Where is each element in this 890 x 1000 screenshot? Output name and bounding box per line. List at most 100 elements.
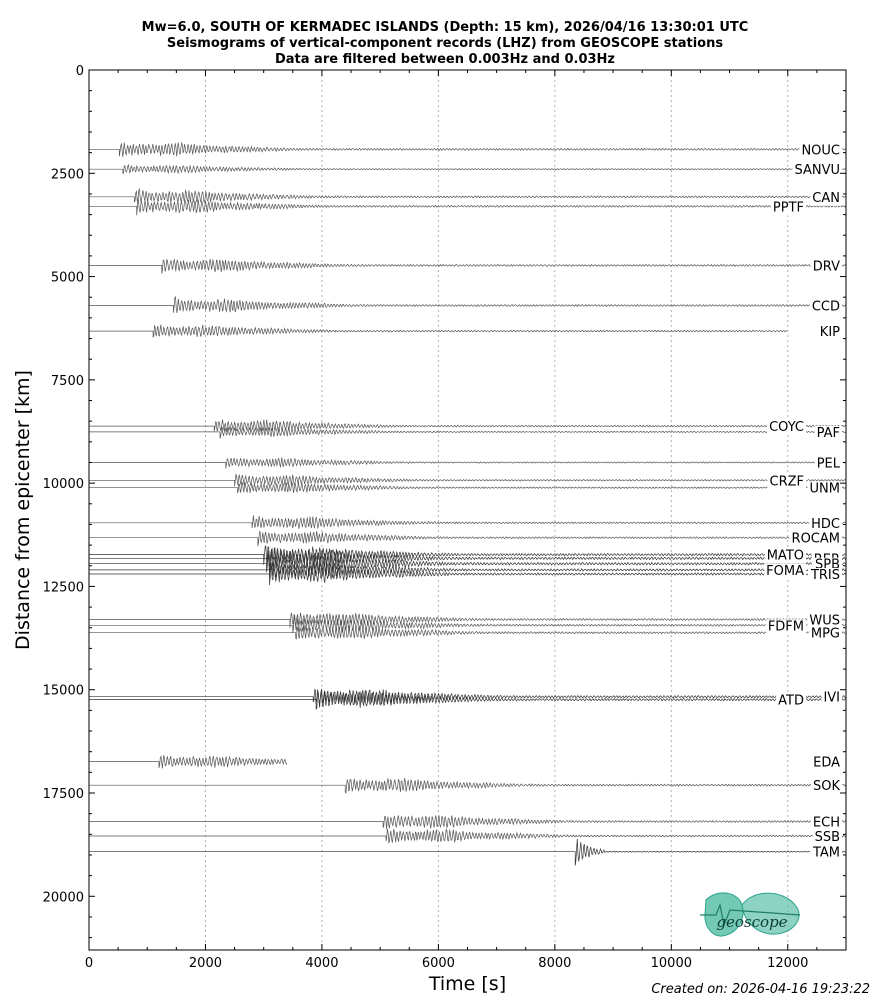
trace-can	[89, 188, 846, 204]
station-label-group: NOUC SANVU CAN PPTF DRV CCD KIP COYC PAF PEL CRZF U…	[764, 143, 843, 861]
station-label: PPTF	[773, 200, 804, 215]
trace-ccd	[89, 295, 846, 314]
station-label: KIP	[820, 325, 840, 340]
station-label-bg	[817, 325, 843, 341]
station-label-bg	[764, 548, 806, 564]
x-tick-label: 12000	[767, 956, 808, 971]
y-tick-label: 0	[76, 64, 84, 79]
station-label-bg	[807, 481, 842, 497]
station-label-bg	[814, 425, 842, 441]
station-label: CCD	[812, 299, 840, 314]
y-tick-label: 5000	[51, 271, 84, 286]
station-label: PAF	[817, 426, 840, 441]
logo-wave	[700, 902, 801, 928]
station-label-bg	[767, 474, 806, 490]
trace-fdfm	[89, 616, 847, 633]
trace-spb	[89, 553, 846, 573]
grid-lines	[204, 70, 789, 950]
trace-wus	[89, 612, 846, 628]
station-label: PEL	[817, 456, 841, 471]
logo-globe-right	[741, 892, 800, 935]
station-label-bg	[808, 626, 842, 642]
station-label: HDC	[811, 517, 840, 532]
station-label-bg	[809, 299, 842, 315]
station-label: DRV	[813, 259, 840, 274]
y-tick-label: 12500	[43, 580, 84, 595]
station-label-bg	[799, 143, 842, 159]
trace-coyc	[89, 419, 846, 433]
y-tick-label: 7500	[51, 374, 84, 389]
trace-pptf	[89, 197, 847, 216]
trace-kip	[89, 324, 788, 338]
y-tick-label: 15000	[43, 684, 84, 699]
station-label-bg	[789, 531, 842, 547]
trace-drv	[89, 258, 846, 274]
trace-ech	[89, 814, 847, 830]
station-label-bg	[776, 693, 806, 709]
geoscope-logo: geoscope	[700, 892, 801, 937]
station-label: UNM	[810, 482, 840, 497]
title-line-1: Mw=6.0, SOUTH OF KERMADEC ISLANDS (Depth…	[142, 20, 749, 35]
station-label-bg	[767, 420, 806, 436]
station-label-bg	[809, 516, 842, 532]
plot-frame	[88, 69, 847, 951]
y-tick-label: 20000	[43, 890, 84, 905]
station-label: SANVU	[794, 163, 840, 178]
station-label: CRZF	[770, 474, 805, 489]
y-axis-label: Distance from epicenter [km]	[12, 370, 34, 650]
station-label: NOUC	[801, 143, 840, 158]
axis-ticks: 0 2000 4000 6000 8000 10000 12000 0 2500 5000 7500…	[43, 64, 847, 971]
station-label: WUS	[809, 613, 840, 628]
station-label: FOMA	[766, 564, 804, 579]
trace-eda	[89, 755, 288, 769]
trace-nouc	[89, 141, 847, 157]
station-label: SSB	[815, 830, 840, 845]
station-label-bg	[810, 190, 842, 206]
trace-sok	[89, 777, 846, 794]
created-timestamp: Created on: 2026-04-16 19:23:22	[651, 982, 870, 997]
trace-atd	[89, 691, 846, 710]
logo-globe-left	[704, 892, 744, 937]
station-label-bg	[792, 163, 842, 179]
station-label: IVI	[823, 691, 840, 706]
y-tick-label: 2500	[51, 167, 84, 182]
station-label-bg	[764, 563, 807, 579]
x-axis-label: Time [s]	[428, 973, 506, 995]
y-tick-label: 17500	[43, 787, 84, 802]
trace-mato	[89, 544, 846, 565]
station-label: ATD	[778, 694, 804, 709]
station-label: ECH	[813, 816, 840, 831]
x-tick-label: 2000	[189, 956, 222, 971]
trace-unm	[89, 481, 847, 494]
station-label: FDFM	[768, 619, 804, 634]
x-tick-label: 8000	[538, 956, 571, 971]
trace-crzf	[89, 473, 846, 487]
trace-tris	[89, 563, 846, 586]
station-label-bg	[810, 259, 843, 275]
trace-group	[89, 141, 847, 866]
trace-ivi	[89, 688, 847, 705]
trace-rer	[89, 549, 846, 569]
station-label: ROCAM	[792, 532, 840, 547]
station-label: MPG	[811, 627, 840, 642]
station-label-bg	[807, 613, 842, 629]
chart-title: Mw=6.0, SOUTH OF KERMADEC ISLANDS (Depth…	[142, 20, 749, 67]
station-label-bg	[812, 829, 842, 845]
trace-pel	[89, 457, 846, 469]
x-tick-label: 6000	[422, 956, 455, 971]
station-label: COYC	[769, 420, 804, 435]
station-label-bg	[770, 200, 806, 216]
station-label-bg	[814, 456, 843, 472]
station-label-bg	[810, 779, 843, 795]
trace-tam	[89, 838, 846, 866]
station-label: MATO	[767, 549, 804, 564]
x-tick-label: 0	[85, 956, 93, 971]
trace-ssb	[89, 828, 846, 844]
trace-hdc	[89, 515, 846, 530]
station-label-bg	[809, 845, 842, 861]
station-label-bg	[810, 815, 842, 831]
title-line-3: Data are filtered between 0.003Hz and 0.…	[275, 52, 615, 67]
x-tick-label: 4000	[305, 956, 338, 971]
station-label: CAN	[812, 191, 840, 206]
